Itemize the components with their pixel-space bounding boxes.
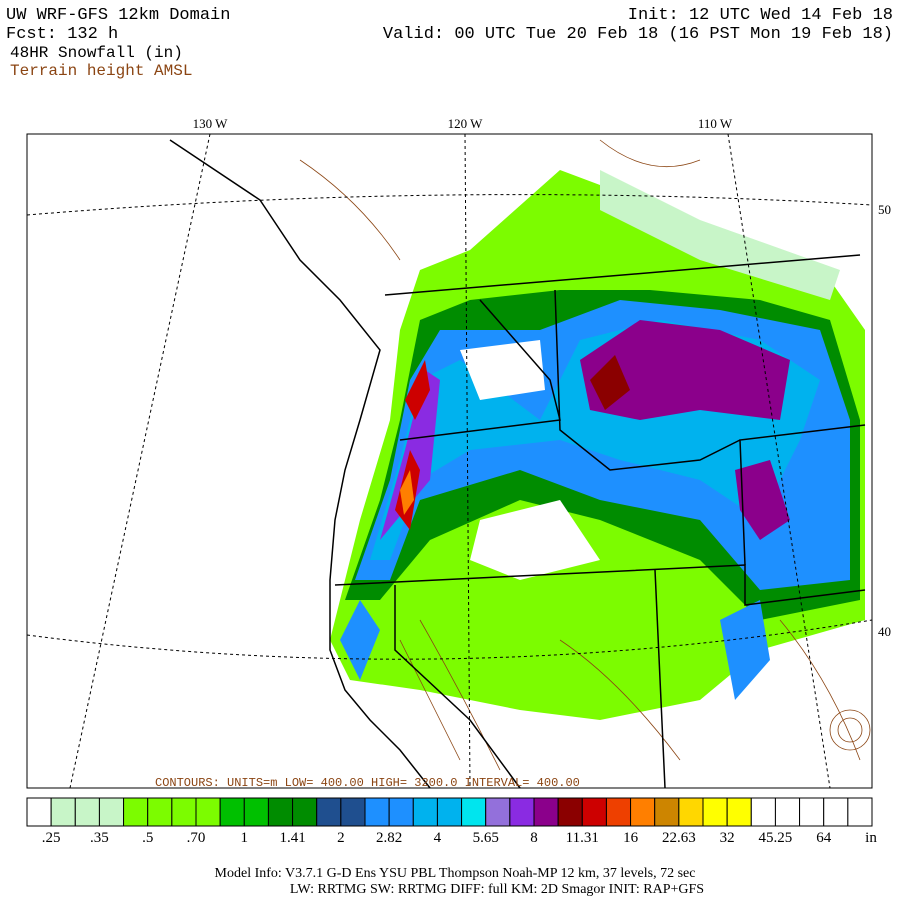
colorbar-box — [388, 797, 414, 827]
coastline-and-borders — [169, 139, 866, 789]
colorbar-label: .5 — [142, 830, 153, 846]
title: UW WRF-GFS 12km Domain — [6, 6, 230, 25]
model-info: LW: RRTMG SW: RRTMG DIFF: full KM: 2D Sm… — [290, 882, 704, 897]
colorbar-box — [461, 797, 487, 827]
colorbar-box — [219, 797, 245, 827]
colorbar: .25 .35 .5 .70 1 1.41 2 2.82 4 5.65 8 11.31 16 22.63 3… — [26, 797, 877, 846]
colorbar-box — [340, 797, 366, 827]
colorbar-box — [605, 797, 632, 827]
colorbar-box — [147, 797, 173, 827]
colorbar-box — [98, 797, 125, 827]
init-time: Init: 12 UTC Wed 14 Feb 18 — [628, 6, 893, 25]
latitude-label: 40 — [878, 624, 891, 639]
colorbar-box — [364, 797, 390, 827]
valid-time: Valid: 00 UTC Tue 20 Feb 18 (16 PST Mon … — [383, 25, 893, 44]
colorbar-box — [267, 797, 294, 827]
snowfall-shading — [330, 170, 865, 720]
colorbar-box — [702, 797, 728, 827]
colorbar-box — [316, 797, 342, 827]
colorbar-box — [74, 797, 100, 827]
colorbar-label: 1 — [241, 830, 249, 846]
colorbar-box — [654, 797, 680, 827]
colorbar-label: .70 — [187, 830, 206, 846]
colorbar-box — [774, 797, 801, 827]
forecast-hour: Fcst: 132 h — [6, 25, 118, 44]
colorbar-label: 4 — [434, 830, 442, 846]
colorbar-box — [171, 797, 197, 827]
longitude-label: 110 W — [698, 116, 733, 131]
graticule — [26, 133, 873, 789]
contour-field: Terrain height AMSL — [10, 62, 192, 80]
colorbar-label: .25 — [42, 830, 61, 846]
colorbar-label: 5.65 — [473, 830, 499, 846]
colorbar-box — [678, 797, 704, 827]
colorbar-box — [485, 797, 511, 827]
latitude-label: 50 — [878, 202, 891, 217]
colorbar-box — [557, 797, 583, 827]
colorbar-label: 11.31 — [566, 830, 599, 846]
colorbar-box — [750, 797, 776, 827]
colorbar-box — [726, 797, 752, 827]
colorbar-label: 64 — [816, 830, 832, 846]
colorbar-label: 2 — [337, 830, 345, 846]
colorbar-label: 8 — [530, 830, 538, 846]
longitude-label: 120 W — [448, 116, 484, 131]
colorbar-box — [823, 797, 849, 827]
colorbar-label: 32 — [720, 830, 735, 846]
colorbar-box — [509, 797, 535, 827]
colorbar-label: 45.25 — [759, 830, 793, 846]
map: 130 W 120 W 110 W 50 40 CONTOURS: UNITS=… — [26, 116, 891, 790]
colorbar-box — [292, 797, 318, 827]
colorbar-unit: in — [865, 830, 877, 846]
field-name: 48HR Snowfall (in) — [10, 44, 183, 62]
colorbar-box — [630, 797, 656, 827]
colorbar-label: 16 — [623, 830, 639, 846]
terrain-contours — [299, 139, 871, 771]
colorbar-box — [799, 797, 825, 827]
longitude-label: 130 W — [193, 116, 229, 131]
colorbar-label: 1.41 — [279, 830, 305, 846]
colorbar-label: .35 — [90, 830, 109, 846]
contour-info: CONTOURS: UNITS=m LOW= 400.00 HIGH= 3200… — [155, 776, 580, 790]
colorbar-box — [243, 797, 269, 827]
colorbar-box — [581, 797, 607, 827]
colorbar-box — [26, 797, 52, 827]
colorbar-label: 22.63 — [662, 830, 696, 846]
colorbar-label: 2.82 — [376, 830, 402, 846]
colorbar-box — [123, 797, 149, 827]
colorbar-box — [412, 797, 438, 827]
model-info: Model Info: V3.7.1 G-D Ens YSU PBL Thomp… — [215, 866, 696, 881]
colorbar-box — [533, 797, 559, 827]
colorbar-box — [847, 797, 873, 827]
colorbar-box — [50, 797, 76, 827]
colorbar-box — [195, 797, 221, 827]
colorbar-box — [436, 797, 463, 827]
